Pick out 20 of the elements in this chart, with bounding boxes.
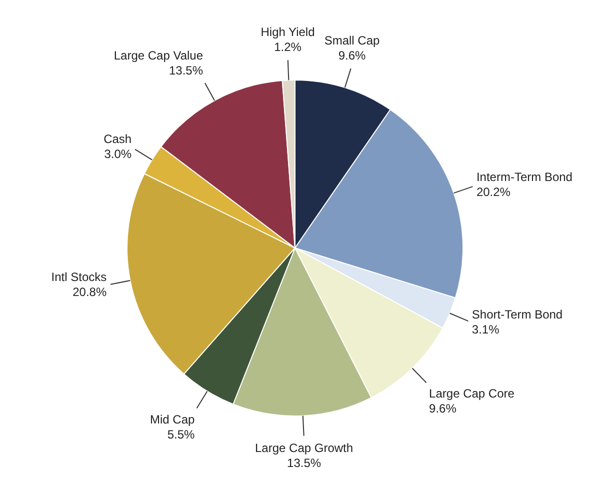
slice-label: Interm-Term Bond [476, 170, 572, 184]
slice-label: Large Cap Growth [255, 440, 354, 455]
data-label: 1.2% [274, 40, 302, 54]
slice-label: Mid Cap [150, 412, 196, 427]
slice-label: Intl Stocks [51, 270, 107, 284]
slice-label: High Yield [260, 25, 315, 40]
slice-label: Short-Term Bond [472, 308, 563, 322]
data-label: 9.6% [429, 401, 457, 416]
slice-label: Small Cap [324, 34, 380, 48]
data-label: 20.8% [72, 285, 107, 300]
data-label: 13.5% [169, 63, 204, 78]
slice-label: Large Cap Value [114, 48, 204, 62]
data-label: 3.0% [104, 147, 132, 162]
slice-label: Cash [104, 132, 132, 146]
data-label: 20.2% [476, 185, 511, 200]
data-label: 5.5% [167, 428, 196, 442]
data-label: 13.5% [287, 456, 322, 470]
slice-label: Large Cap Core [429, 386, 515, 400]
data-label: 3.1% [472, 322, 500, 337]
data-label: 9.6% [338, 48, 366, 63]
